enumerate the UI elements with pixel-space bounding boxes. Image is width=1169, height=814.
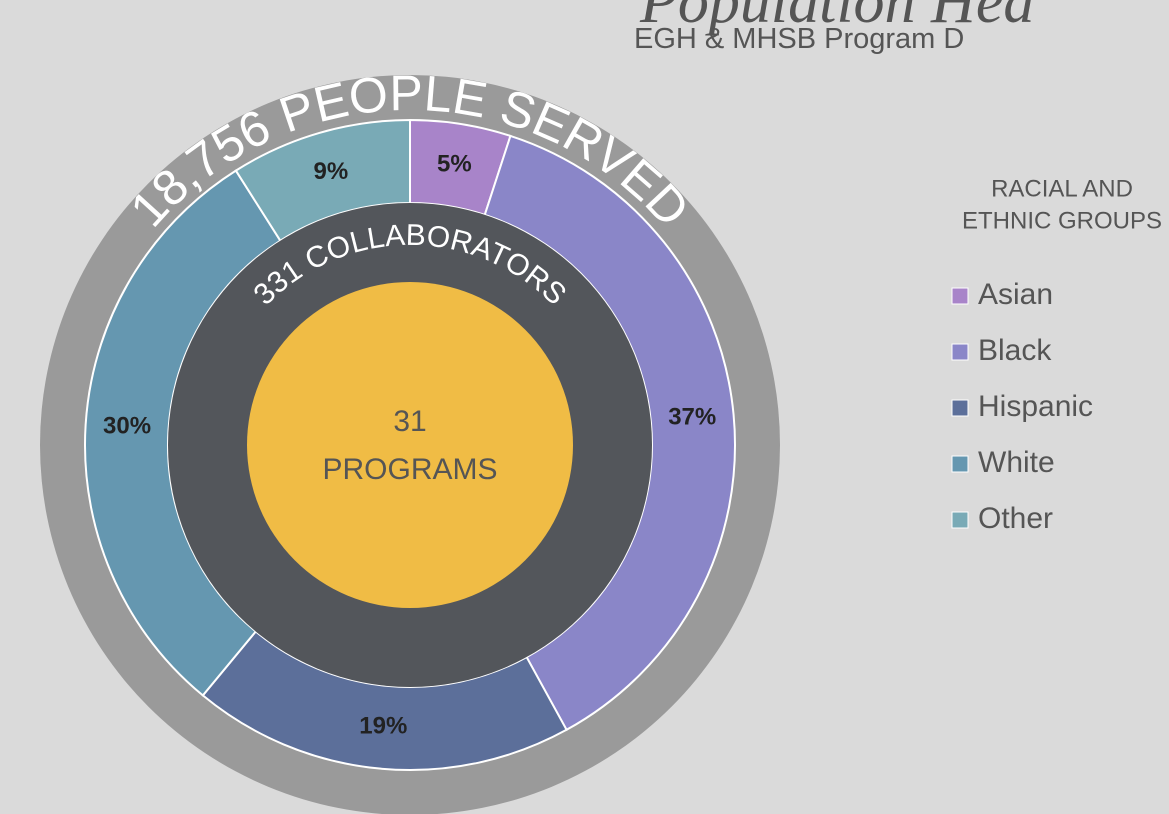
center-disc — [247, 282, 573, 608]
legend-swatch — [951, 287, 969, 305]
data-label: 30% — [103, 413, 151, 440]
legend-label: Asian — [978, 278, 1053, 311]
data-label: 19% — [359, 713, 407, 740]
legend-label: Hispanic — [978, 390, 1093, 423]
center-label: PROGRAMS — [322, 453, 497, 486]
legend-label: Black — [978, 334, 1052, 367]
legend-swatch — [951, 343, 969, 361]
center-label: 31 — [393, 405, 426, 438]
legend-swatch — [951, 455, 969, 473]
legend-swatch — [951, 511, 969, 529]
legend-label: White — [978, 446, 1055, 479]
data-label: 9% — [314, 158, 349, 185]
data-label: 5% — [437, 150, 472, 177]
legend-title: RACIAL AND — [991, 175, 1133, 202]
subtitle: EGH & MHSB Program D — [634, 23, 964, 55]
title: Population Hea — [639, 0, 1034, 36]
legend-swatch — [951, 399, 969, 417]
data-label: 37% — [668, 404, 716, 431]
legend-label: Other — [978, 502, 1053, 535]
legend-title: ETHNIC GROUPS — [962, 207, 1162, 234]
